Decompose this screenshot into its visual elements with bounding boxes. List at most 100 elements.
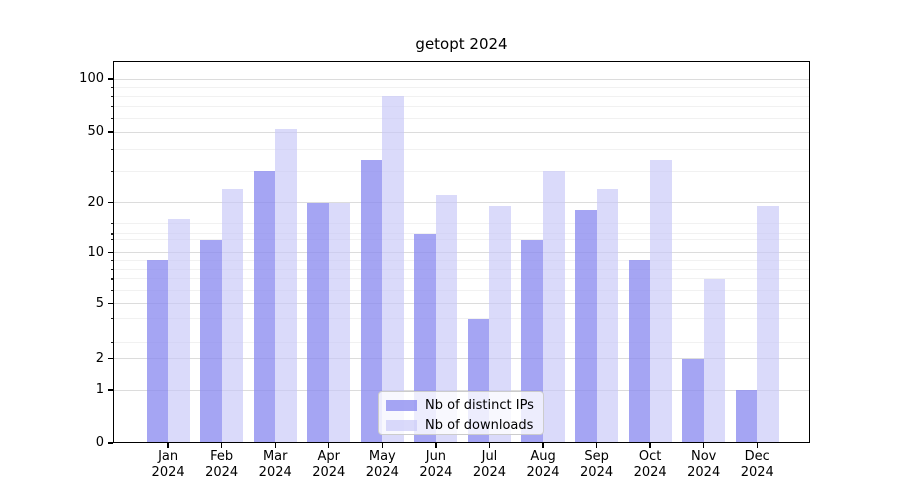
x-tick-label-oct: Oct 2024 bbox=[618, 449, 682, 481]
y-minor-tick bbox=[110, 233, 113, 235]
x-tick-label-line: 2024 bbox=[472, 465, 506, 480]
x-tick-label-jun: Jun 2024 bbox=[404, 449, 468, 481]
minor-gridline bbox=[114, 222, 809, 224]
minor-gridline bbox=[114, 289, 809, 291]
y-tick-label-0: 0 bbox=[95, 435, 104, 450]
x-tick-label-line: 2024 bbox=[258, 465, 292, 480]
x-tick bbox=[649, 443, 651, 448]
minor-gridline bbox=[114, 239, 809, 241]
y-minor-tick bbox=[110, 170, 113, 173]
y-minor-tick bbox=[110, 318, 113, 320]
x-tick bbox=[274, 443, 276, 448]
x-tick-label-dec: Dec 2024 bbox=[725, 449, 789, 481]
y-minor-tick bbox=[110, 222, 113, 225]
x-tick-label-nov: Nov 2024 bbox=[672, 449, 736, 481]
x-tick-label-feb: Feb 2024 bbox=[190, 449, 254, 481]
x-tick-label-line: May bbox=[368, 449, 396, 464]
y-minor-tick bbox=[110, 289, 113, 291]
minor-gridline bbox=[114, 105, 809, 107]
bar-downloads-jan bbox=[168, 218, 190, 443]
minor-gridline bbox=[114, 86, 809, 88]
legend-item-distinct-ips: Nb of distinct IPs bbox=[386, 396, 543, 414]
y-major-tick bbox=[108, 442, 113, 444]
x-tick-label-mar: Mar 2024 bbox=[243, 449, 307, 481]
y-minor-tick bbox=[110, 259, 113, 262]
y-minor-tick bbox=[110, 117, 113, 119]
bar-downloads-jul bbox=[489, 206, 512, 443]
major-gridline bbox=[114, 202, 809, 204]
y-tick-label-2: 2 bbox=[95, 350, 104, 366]
x-tick-label-line: 2024 bbox=[740, 465, 774, 480]
y-minor-tick bbox=[110, 341, 113, 343]
legend-swatch-downloads bbox=[386, 419, 417, 431]
x-tick-label-jul: Jul 2024 bbox=[457, 449, 521, 481]
x-tick bbox=[328, 443, 330, 448]
minor-gridline bbox=[114, 233, 809, 235]
major-gridline bbox=[114, 252, 809, 254]
x-tick bbox=[542, 443, 544, 448]
x-tick-label-line: Dec bbox=[744, 449, 770, 464]
x-tick-label-line: Feb bbox=[210, 449, 234, 464]
y-tick-label-10: 10 bbox=[87, 244, 104, 260]
x-tick-label-line: Sep bbox=[584, 449, 609, 464]
legend-swatch-distinct-ips bbox=[386, 399, 417, 411]
x-tick-label-line: Nov bbox=[691, 449, 717, 464]
y-tick-label-5: 5 bbox=[95, 295, 104, 311]
y-minor-tick bbox=[110, 105, 113, 108]
bar-distinct-ips-oct bbox=[628, 260, 651, 443]
y-major-tick bbox=[108, 389, 113, 391]
bar-distinct-ips-sep bbox=[574, 210, 597, 443]
y-minor-tick bbox=[110, 148, 113, 150]
x-tick-label-line: 2024 bbox=[580, 465, 614, 480]
y-minor-tick bbox=[110, 95, 113, 97]
x-tick-label-line: Jan bbox=[158, 449, 179, 464]
bar-downloads-dec bbox=[757, 206, 779, 443]
bar-distinct-ips-mar bbox=[253, 171, 276, 443]
legend: Nb of distinct IPs Nb of downloads bbox=[378, 391, 544, 435]
minor-gridline bbox=[114, 95, 809, 97]
bar-distinct-ips-nov bbox=[682, 358, 704, 443]
x-tick bbox=[167, 443, 169, 448]
x-tick-label-line: Apr bbox=[317, 449, 341, 464]
x-tick bbox=[381, 443, 383, 448]
x-tick-label-line: Aug bbox=[530, 449, 556, 464]
major-gridline bbox=[114, 131, 809, 133]
y-minor-tick bbox=[110, 86, 113, 88]
legend-label-downloads: Nb of downloads bbox=[425, 417, 534, 433]
y-major-tick bbox=[108, 357, 113, 360]
y-minor-tick bbox=[110, 278, 113, 280]
bar-downloads-sep bbox=[596, 188, 619, 443]
x-tick-label-line: 2024 bbox=[419, 465, 453, 480]
x-tick-label-line: Oct bbox=[638, 449, 662, 464]
legend-label-distinct-ips: Nb of distinct IPs bbox=[425, 397, 534, 413]
y-tick-label-100: 100 bbox=[79, 71, 104, 86]
bar-distinct-ips-apr bbox=[307, 202, 329, 443]
minor-gridline bbox=[114, 268, 809, 270]
x-tick bbox=[488, 443, 491, 448]
y-major-tick bbox=[108, 202, 113, 204]
x-tick-label-line: Jul bbox=[481, 449, 498, 464]
y-major-tick bbox=[108, 131, 113, 133]
bar-downloads-jun bbox=[435, 195, 458, 443]
x-tick-label-line: Jun bbox=[425, 449, 447, 464]
bar-distinct-ips-jun bbox=[414, 233, 436, 443]
y-major-tick bbox=[108, 78, 113, 80]
y-minor-tick bbox=[110, 268, 113, 270]
x-tick-label-line: Mar bbox=[262, 449, 288, 464]
y-tick-label-50: 50 bbox=[87, 124, 104, 139]
bar-distinct-ips-may bbox=[360, 159, 383, 443]
bar-downloads-nov bbox=[703, 278, 726, 443]
x-tick-label-line: 2024 bbox=[312, 465, 346, 480]
minor-gridline bbox=[114, 117, 809, 119]
major-gridline bbox=[114, 78, 809, 80]
bar-downloads-feb bbox=[221, 188, 244, 443]
y-tick-label-1: 1 bbox=[95, 382, 104, 397]
bar-distinct-ips-feb bbox=[200, 239, 222, 443]
legend-item-downloads: Nb of downloads bbox=[386, 416, 543, 434]
minor-gridline bbox=[114, 148, 809, 150]
x-tick-label-line: 2024 bbox=[687, 465, 721, 480]
minor-gridline bbox=[114, 170, 809, 172]
bar-distinct-ips-dec bbox=[735, 390, 758, 443]
x-tick bbox=[703, 443, 705, 448]
